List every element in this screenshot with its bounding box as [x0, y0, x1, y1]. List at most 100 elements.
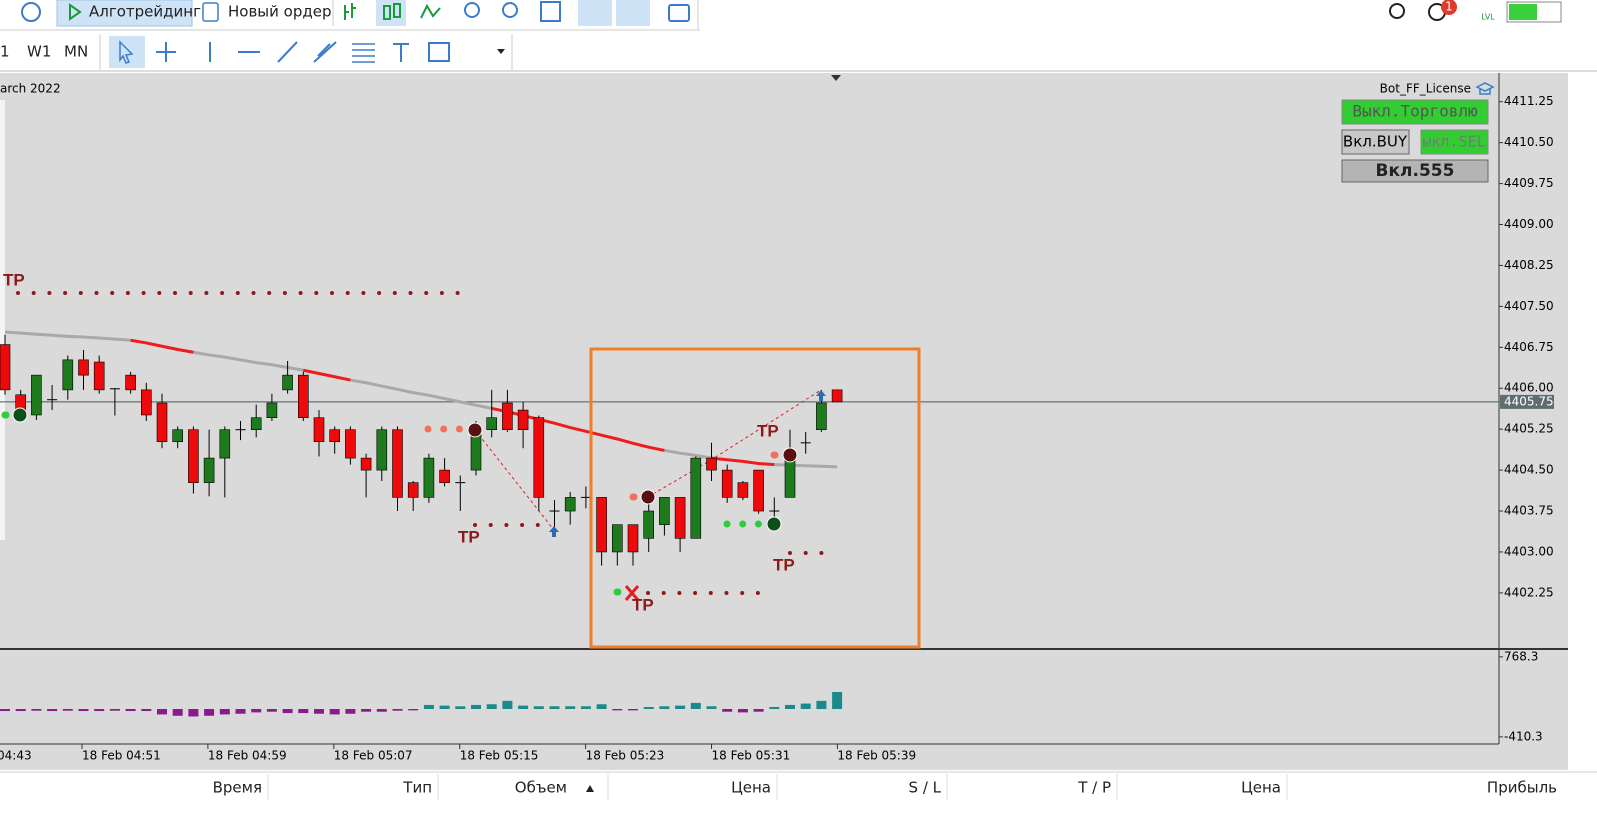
candle-body [93, 361, 105, 391]
price-tick-label: 4408.25 [1504, 258, 1554, 272]
histogram-bar [157, 708, 167, 715]
candle-body [486, 417, 498, 431]
icon-channel[interactable] [313, 41, 337, 63]
time-label: 18 Feb 05:39 [837, 749, 916, 763]
candle-body [502, 402, 513, 431]
buy-arrow [549, 526, 559, 537]
timeframe[interactable]: 1 [0, 43, 10, 61]
sell-button[interactable] [1420, 129, 1489, 155]
moving-average [130, 338, 194, 354]
buy-button[interactable] [1341, 129, 1410, 155]
column-header[interactable]: T / P [1077, 779, 1111, 797]
icon-play [69, 3, 82, 21]
icon-signals[interactable] [21, 2, 41, 22]
histogram-bar [314, 708, 324, 714]
moving-average [711, 456, 775, 467]
candle-body [219, 429, 231, 459]
column-header[interactable]: Объем [515, 779, 567, 797]
histogram-bar [628, 708, 638, 711]
buy-arrow [816, 390, 826, 401]
candle-body [643, 510, 655, 539]
candle-body [674, 497, 686, 539]
deal-marker [766, 516, 782, 532]
indicator-tick-label: -410.3 [1504, 729, 1543, 743]
icon-text[interactable] [393, 43, 409, 62]
candle-body [313, 417, 325, 443]
histogram-bar [549, 706, 560, 709]
icon-line[interactable] [420, 3, 441, 19]
icon-trend[interactable] [277, 41, 298, 63]
candle-body [721, 469, 733, 498]
timeframe[interactable]: W1 [27, 43, 51, 61]
icon-grid[interactable] [540, 1, 561, 22]
timeframe[interactable]: MN [64, 43, 88, 61]
histogram-bar [832, 692, 843, 709]
autoscroll-button[interactable] [578, 0, 612, 26]
deal-marker [467, 422, 483, 438]
trade-button[interactable] [1341, 99, 1489, 125]
icon-screenshot[interactable] [668, 4, 690, 22]
histogram-bar [188, 708, 199, 717]
sort-arrow[interactable] [586, 785, 594, 792]
price-tick-label: 4406.00 [1504, 381, 1554, 395]
candle-body [376, 429, 388, 471]
histogram-bar [62, 708, 73, 711]
histogram-bar [204, 708, 215, 716]
icon-dropdown[interactable] [497, 49, 505, 54]
icon-candles [383, 5, 391, 20]
icon-zoom-out[interactable] [502, 2, 518, 18]
moving-average [302, 368, 351, 382]
candle-body [156, 402, 168, 443]
histogram-bar [785, 704, 795, 709]
price-tick-label: 4411.25 [1504, 94, 1554, 108]
time-label: 18 Feb 04:59 [208, 749, 287, 763]
column-header[interactable]: S / L [909, 779, 942, 797]
icon-fibo[interactable] [352, 43, 375, 63]
price-tick-label: 4402.25 [1504, 585, 1554, 599]
tp-label: TP [458, 527, 480, 546]
shift-button[interactable] [616, 0, 650, 26]
icon-zoom-in[interactable] [464, 2, 480, 18]
column-header[interactable]: Цена [731, 779, 771, 797]
icon-search[interactable] [1389, 3, 1405, 19]
trade-markers [12, 390, 826, 601]
chart-bg [0, 73, 1568, 770]
histogram-bar [0, 708, 10, 712]
column-header[interactable]: Прибыль [1487, 779, 1557, 797]
price-tick-label: 4409.00 [1504, 217, 1554, 231]
column-header[interactable]: Цена [1241, 779, 1281, 797]
histogram-bar [408, 708, 419, 711]
time-label: 18 Feb 05:07 [334, 749, 413, 763]
histogram-bar [596, 704, 607, 709]
moving-average [193, 350, 304, 372]
sell-button-label: ыкл.SEL [1422, 133, 1485, 151]
price-tick-label: 4403.75 [1504, 504, 1554, 518]
histogram-bar [816, 700, 827, 709]
tp-label: TP [3, 270, 25, 289]
icon-crosshair[interactable] [156, 42, 176, 62]
histogram-bar [219, 708, 230, 715]
column-header[interactable]: Тип [402, 779, 432, 797]
battery-level [1509, 4, 1537, 20]
candle-body [266, 402, 278, 419]
histogram-bar [329, 708, 340, 715]
price-tick-label: 4406.75 [1504, 340, 1554, 354]
candle-body [439, 469, 450, 483]
new-order-label[interactable]: Новый ордер [228, 3, 331, 21]
histogram-bar [737, 708, 748, 713]
icon-bars[interactable] [344, 3, 356, 20]
histogram-bar [298, 708, 309, 714]
moving-average [4, 330, 131, 342]
icon-candles [393, 3, 401, 18]
price-chart [0, 330, 1499, 566]
mode-button[interactable] [1341, 159, 1489, 183]
time-label: 18 Feb 05:23 [586, 749, 665, 763]
icon-new-order[interactable] [202, 2, 219, 22]
deal-marker [12, 407, 28, 423]
icon-shapes[interactable] [428, 42, 450, 62]
candle-body [423, 457, 435, 498]
time-label: 18 Feb 05:15 [460, 749, 539, 763]
column-header[interactable]: Время [213, 779, 262, 797]
candle-body [329, 429, 341, 443]
